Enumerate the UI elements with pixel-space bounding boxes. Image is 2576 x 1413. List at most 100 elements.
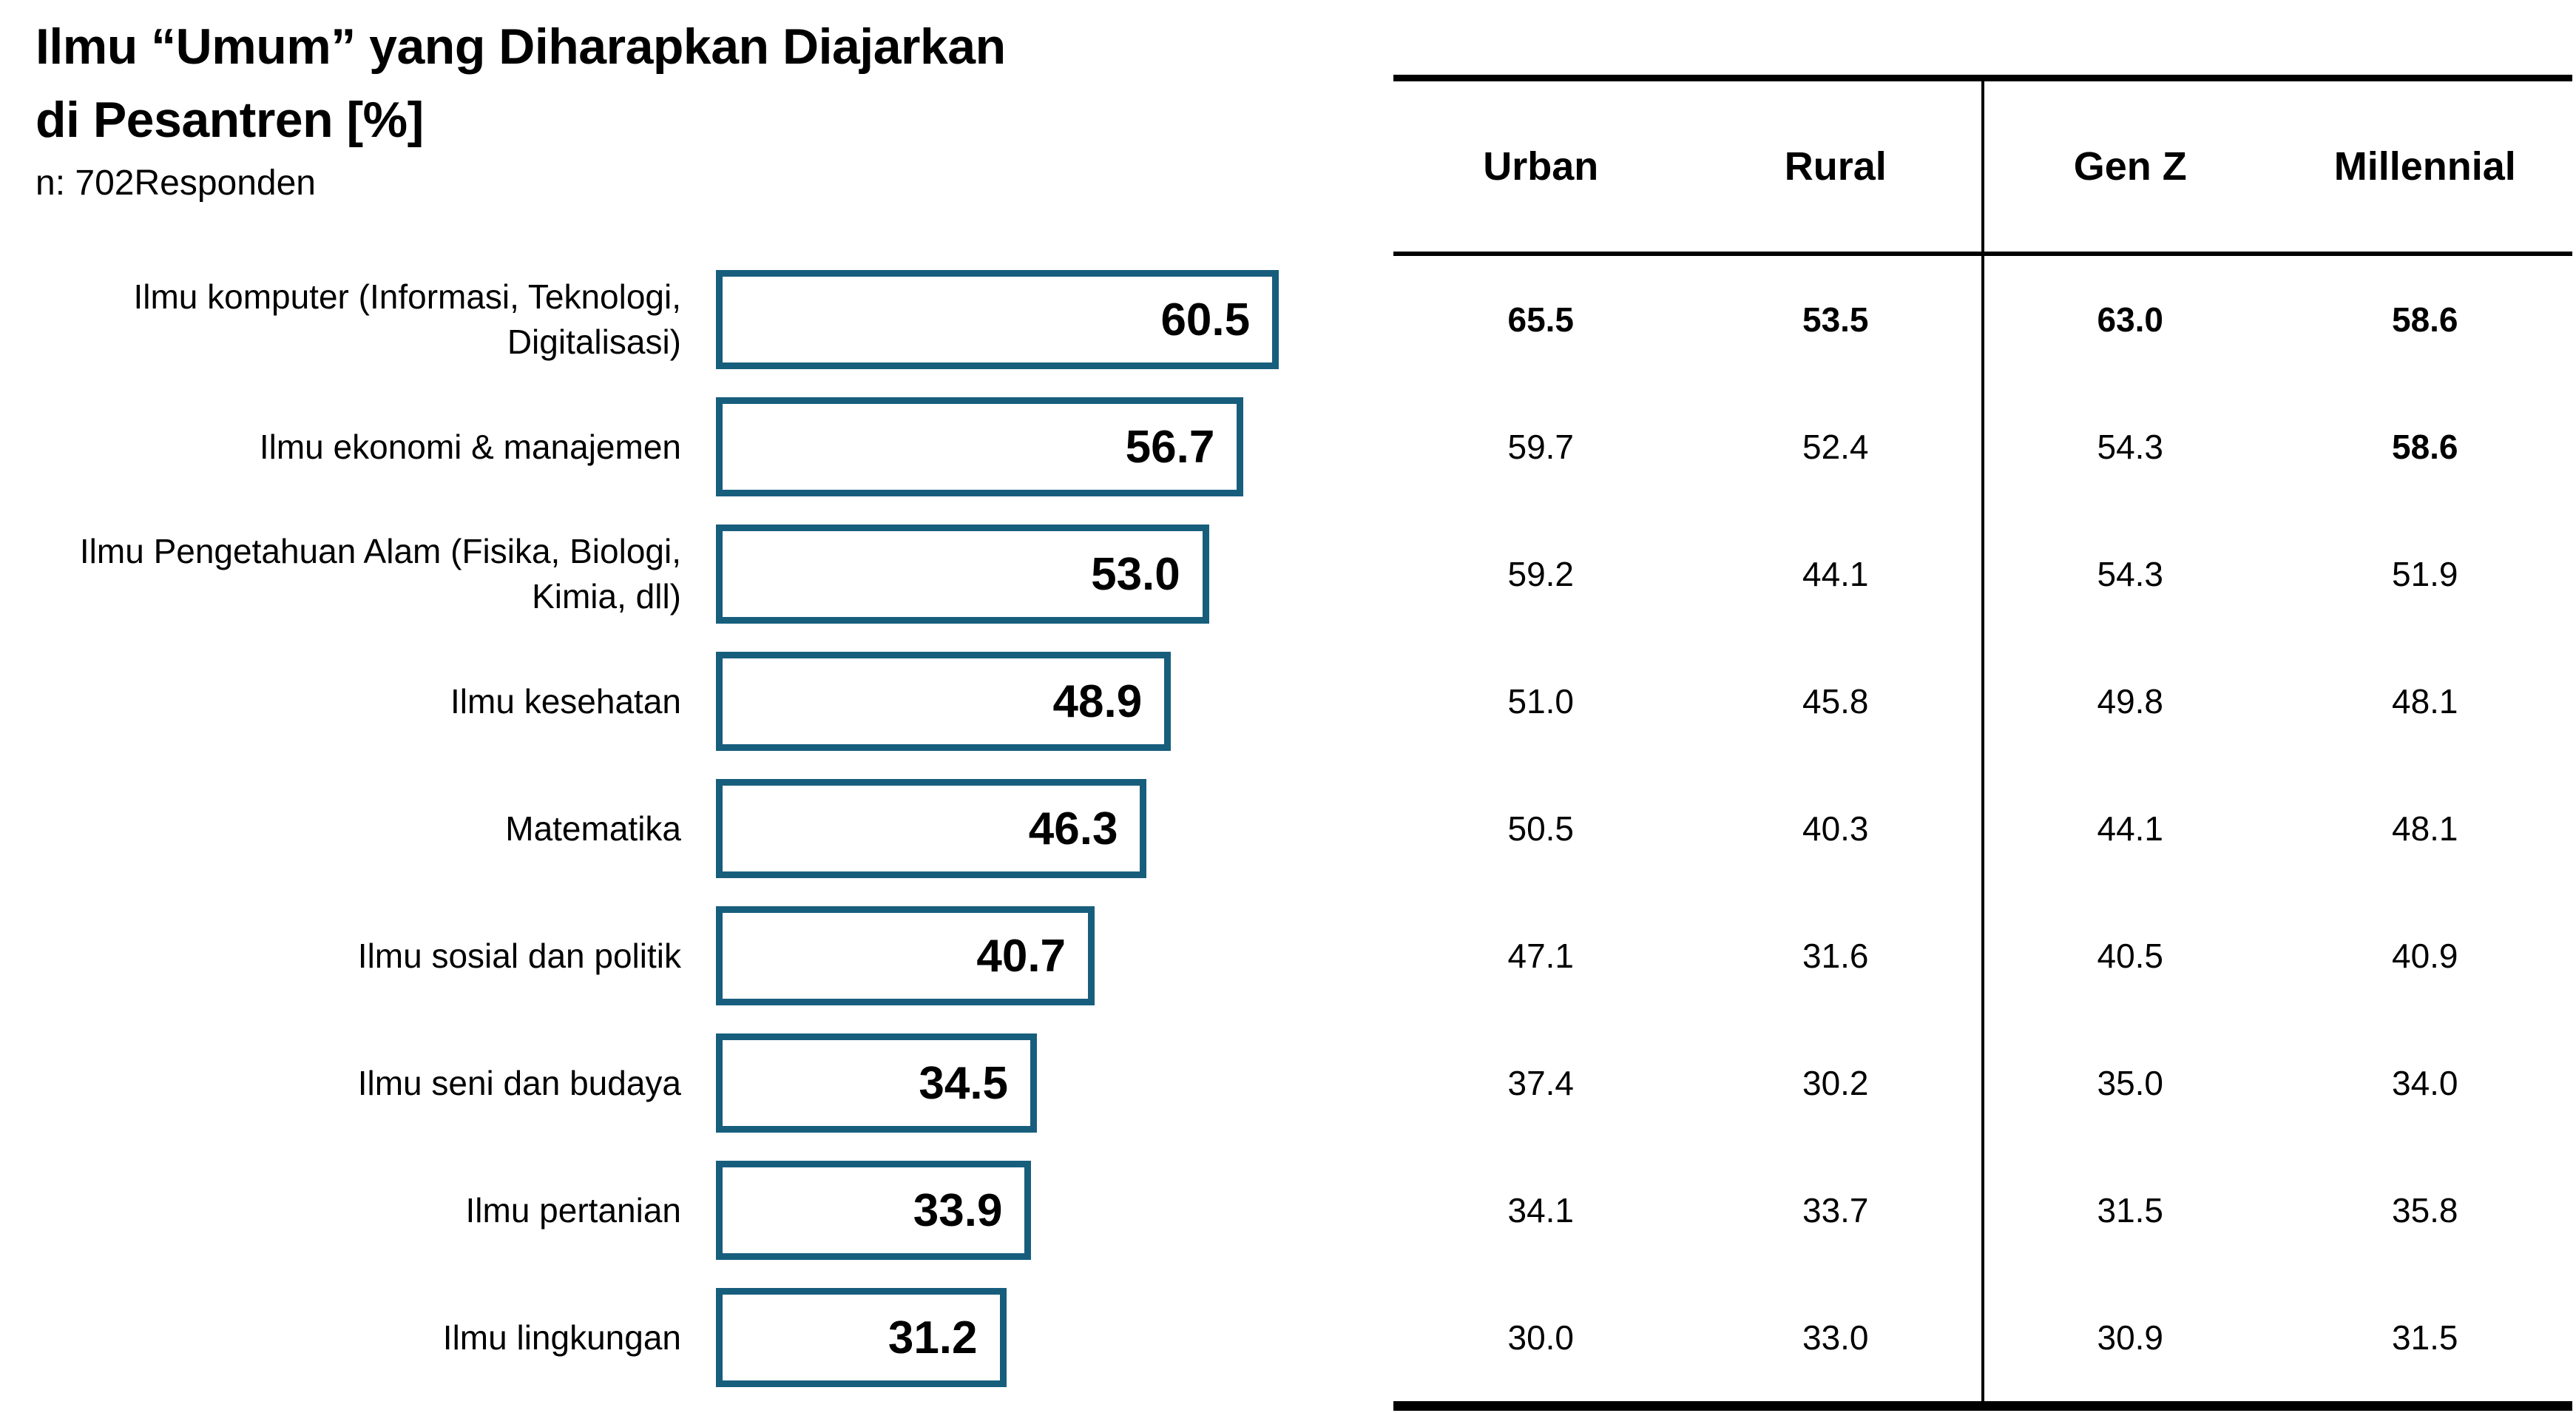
table-cell: 50.5 [1507,809,1575,848]
column-header: Millennial [2333,144,2516,189]
table-cell: 47.1 [1507,937,1575,975]
column-header: Rural [1784,144,1887,189]
bar-track: 33.9 [716,1161,1293,1260]
table-row: 59.2 44.1 54.3 51.9 [1393,510,2572,638]
table-cell: 40.3 [1802,809,1869,848]
bar-track: 34.5 [716,1033,1293,1133]
table-rows: 65.5 53.5 63.0 58.6 59.7 52.4 54.3 58.6 59.2 44.1… [1393,256,2572,1401]
bar-track: 48.9 [716,652,1293,751]
bar: 46.3 [716,779,1147,878]
bar-category-label: Ilmu lingkungan [442,1318,681,1357]
table-row: 51.0 45.8 49.8 48.1 [1393,638,2572,765]
table-cell: 65.5 [1507,300,1575,339]
table-cell: 40.9 [2391,937,2458,975]
table-cell: 58.6 [2391,300,2458,339]
table-cell: 51.0 [1507,682,1575,721]
bar-category-label: Matematika [505,809,681,848]
table-row: 30.0 33.0 30.9 31.5 [1393,1274,2572,1401]
table-cell: 44.1 [1802,555,1869,593]
table-row: 47.1 31.6 40.5 40.9 [1393,892,2572,1019]
bar: 34.5 [716,1033,1038,1133]
bar-row: Ilmu sosial dan politik 40.7 [36,892,1293,1019]
bar: 31.2 [716,1288,1007,1387]
table-cell: 63.0 [2097,300,2164,339]
table-cell: 54.3 [2097,555,2164,593]
bar-category-label: Ilmu kesehatan [450,681,681,721]
bar-value-label: 40.7 [976,930,1066,982]
table-cell: 31.5 [2391,1318,2458,1357]
bar-row: Matematika 46.3 [36,765,1293,892]
bar: 56.7 [716,397,1244,496]
table-cell: 30.2 [1802,1064,1869,1102]
column-header: Gen Z [2073,144,2187,189]
table-cell: 31.6 [1802,937,1869,975]
table-body: Urban Rural Gen Z Millennial 65.5 53.5 63.0 58… [1393,75,2572,1411]
column-header: Urban [1483,144,1599,189]
page-title-line2: di Pesantren [%] [36,91,424,148]
table-cell: 35.0 [2097,1064,2164,1102]
table-row: 37.4 30.2 35.0 34.0 [1393,1019,2572,1147]
bar-row: Ilmu komputer (Informasi, Teknologi, Dig… [36,256,1293,383]
bar-category-label: Ilmu ekonomi & manajemen [259,427,681,466]
bar-category-label: Ilmu pertanian [465,1190,682,1230]
bar: 33.9 [716,1161,1032,1260]
bar-row: Ilmu lingkungan 31.2 [36,1274,1293,1401]
table-row: 65.5 53.5 63.0 58.6 [1393,256,2572,383]
table-cell: 45.8 [1802,682,1869,721]
bar-track: 31.2 [716,1288,1293,1387]
table-cell: 33.7 [1802,1191,1869,1230]
breakdown-table: Urban Rural Gen Z Millennial 65.5 53.5 63.0 58… [1393,75,2572,1411]
bar: 53.0 [716,525,1209,624]
bar-row: Ilmu kesehatan 48.9 [36,638,1293,765]
bar-value-label: 60.5 [1160,294,1251,345]
bar-value-label: 31.2 [888,1312,978,1363]
bar-category-label: Ilmu seni dan budaya [357,1063,681,1102]
bar-chart: Ilmu komputer (Informasi, Teknologi, Dig… [36,256,1293,1401]
bar-category-label: Ilmu sosial dan politik [357,936,681,975]
bar-category-label: Ilmu komputer (Informasi, Teknologi, Dig… [133,277,681,361]
table-cell: 49.8 [2097,682,2164,721]
bar-value-label: 48.9 [1052,675,1143,727]
table-cell: 34.1 [1507,1191,1575,1230]
table-cell: 34.0 [2391,1064,2458,1102]
table-cell: 44.1 [2097,809,2164,848]
title-block: Ilmu “Umum” yang Diharapkan Diajarkan di… [36,10,1337,207]
table-cell: 52.4 [1802,428,1869,466]
bar-category-label: Ilmu Pengetahuan Alam (Fisika, Biologi, … [79,532,681,616]
bar-track: 46.3 [716,779,1293,878]
bar: 60.5 [716,270,1279,369]
bar-value-label: 33.9 [913,1184,1003,1236]
table-cell: 48.1 [2391,809,2458,848]
bar: 40.7 [716,906,1095,1005]
page-title-line1: Ilmu “Umum” yang Diharapkan Diajarkan [36,18,1006,75]
bar-value-label: 34.5 [919,1057,1009,1109]
table-cell: 53.5 [1802,300,1869,339]
table-cell: 40.5 [2097,937,2164,975]
bar-row: Ilmu Pengetahuan Alam (Fisika, Biologi, … [36,510,1293,638]
table-row: 34.1 33.7 31.5 35.8 [1393,1147,2572,1274]
table-cell: 51.9 [2391,555,2458,593]
table-row: 50.5 40.3 44.1 48.1 [1393,765,2572,892]
bar: 48.9 [716,652,1172,751]
bar-value-label: 53.0 [1091,548,1180,600]
table-cell: 54.3 [2097,428,2164,466]
table-cell: 37.4 [1507,1064,1575,1102]
table-cell: 33.0 [1802,1318,1869,1357]
table-row: 59.7 52.4 54.3 58.6 [1393,383,2572,510]
bar-track: 53.0 [716,525,1293,624]
bar-row: Ilmu seni dan budaya 34.5 [36,1019,1293,1147]
bar-track: 56.7 [716,397,1293,496]
table-cell: 30.9 [2097,1318,2164,1357]
sample-size-label: n: 702Responden [36,163,316,203]
bar-track: 60.5 [716,270,1293,369]
table-cell: 35.8 [2391,1191,2458,1230]
bar-value-label: 46.3 [1028,803,1118,854]
bar-value-label: 56.7 [1125,421,1215,473]
table-group-divider [1981,81,1984,1401]
table-cell: 59.7 [1507,428,1575,466]
table-cell: 31.5 [2097,1191,2164,1230]
bar-row: Ilmu pertanian 33.9 [36,1147,1293,1274]
table-cell: 30.0 [1507,1318,1575,1357]
table-cell: 58.6 [2391,428,2458,466]
